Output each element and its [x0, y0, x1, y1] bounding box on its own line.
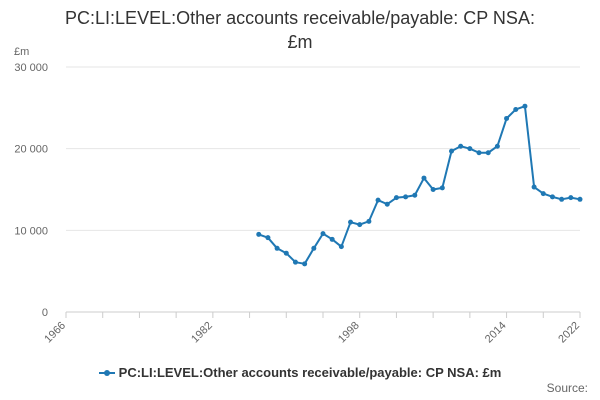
y-axis-ticks: 0 10 000 20 000 30 000: [14, 62, 48, 319]
y-axis-unit-label: £m: [14, 46, 29, 58]
data-point: [531, 184, 537, 190]
data-point: [329, 236, 335, 242]
data-point: [302, 261, 308, 267]
data-point: [283, 250, 289, 256]
data-point: [439, 185, 445, 191]
data-point: [366, 218, 372, 224]
data-point: [559, 196, 565, 202]
data-point: [577, 196, 583, 202]
data-point: [568, 195, 574, 201]
series-line: [258, 105, 581, 265]
data-point: [375, 197, 381, 203]
data-point: [348, 219, 354, 225]
data-point: [430, 187, 436, 192]
y-tick-label: 0: [42, 307, 48, 319]
x-tick-label: 1982: [189, 320, 215, 346]
y-tick-label: 20 000: [14, 144, 48, 156]
data-point: [384, 201, 390, 207]
legend[interactable]: PC:LI:LEVEL:Other accounts receivable/pa…: [0, 365, 600, 380]
series-group: [256, 103, 583, 267]
data-point: [311, 245, 317, 251]
data-point: [393, 195, 399, 201]
data-point: [421, 175, 427, 181]
data-point: [485, 150, 491, 156]
x-tick-label: 2014: [483, 320, 509, 346]
data-point: [412, 192, 418, 198]
data-point: [476, 150, 482, 156]
data-point: [467, 146, 473, 152]
data-point: [540, 191, 546, 197]
legend-label: PC:LI:LEVEL:Other accounts receivable/pa…: [118, 365, 502, 380]
chart-title-line-2: £m: [287, 32, 313, 52]
x-axis-ticks: 1966 1982 1998 2014 2022: [42, 320, 582, 346]
data-point: [338, 244, 344, 250]
data-point: [449, 148, 454, 154]
data-point: [458, 143, 464, 149]
legend-swatch: [98, 366, 115, 380]
data-point: [403, 194, 409, 200]
gridlines: [65, 66, 581, 318]
data-point: [494, 143, 500, 149]
data-point: [265, 235, 271, 241]
data-point: [504, 115, 510, 121]
data-point: [256, 231, 262, 237]
x-tick-label: 2022: [556, 320, 582, 346]
chart-title: PC:LI:LEVEL:Other accounts receivable/pa…: [0, 6, 600, 54]
data-point: [513, 106, 519, 112]
data-point: [522, 103, 528, 109]
y-tick-label: 30 000: [14, 62, 48, 74]
data-point: [357, 222, 363, 228]
data-point: [274, 245, 280, 251]
data-point: [292, 259, 298, 265]
data-point: [320, 231, 326, 237]
data-point: [549, 194, 555, 200]
x-tick-label: 1998: [336, 320, 362, 346]
x-tick-label: 1966: [42, 320, 68, 346]
chart-title-line-1: PC:LI:LEVEL:Other accounts receivable/pa…: [65, 8, 535, 28]
y-tick-label: 10 000: [14, 225, 48, 237]
source-label: Source:: [546, 381, 588, 395]
